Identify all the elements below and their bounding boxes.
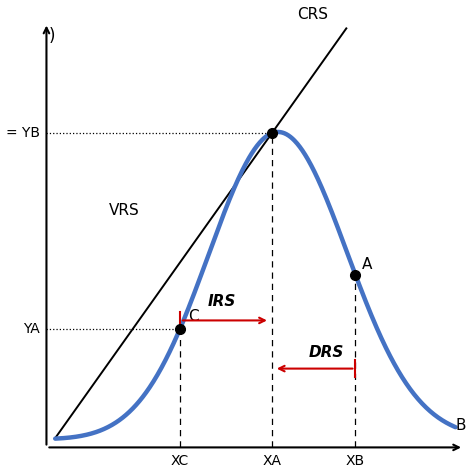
- Text: XC: XC: [171, 454, 189, 468]
- Text: YA: YA: [23, 322, 40, 336]
- Text: B: B: [456, 418, 466, 433]
- Text: IRS: IRS: [208, 294, 236, 310]
- Text: VRS: VRS: [109, 203, 140, 219]
- Text: = YB: = YB: [6, 126, 40, 140]
- Text: A: A: [362, 257, 372, 273]
- Text: DRS: DRS: [309, 345, 344, 360]
- Text: CRS: CRS: [297, 7, 328, 22]
- Text: XB: XB: [346, 454, 365, 468]
- Text: ): ): [48, 27, 55, 45]
- Text: XA: XA: [263, 454, 282, 468]
- Text: C: C: [188, 310, 199, 324]
